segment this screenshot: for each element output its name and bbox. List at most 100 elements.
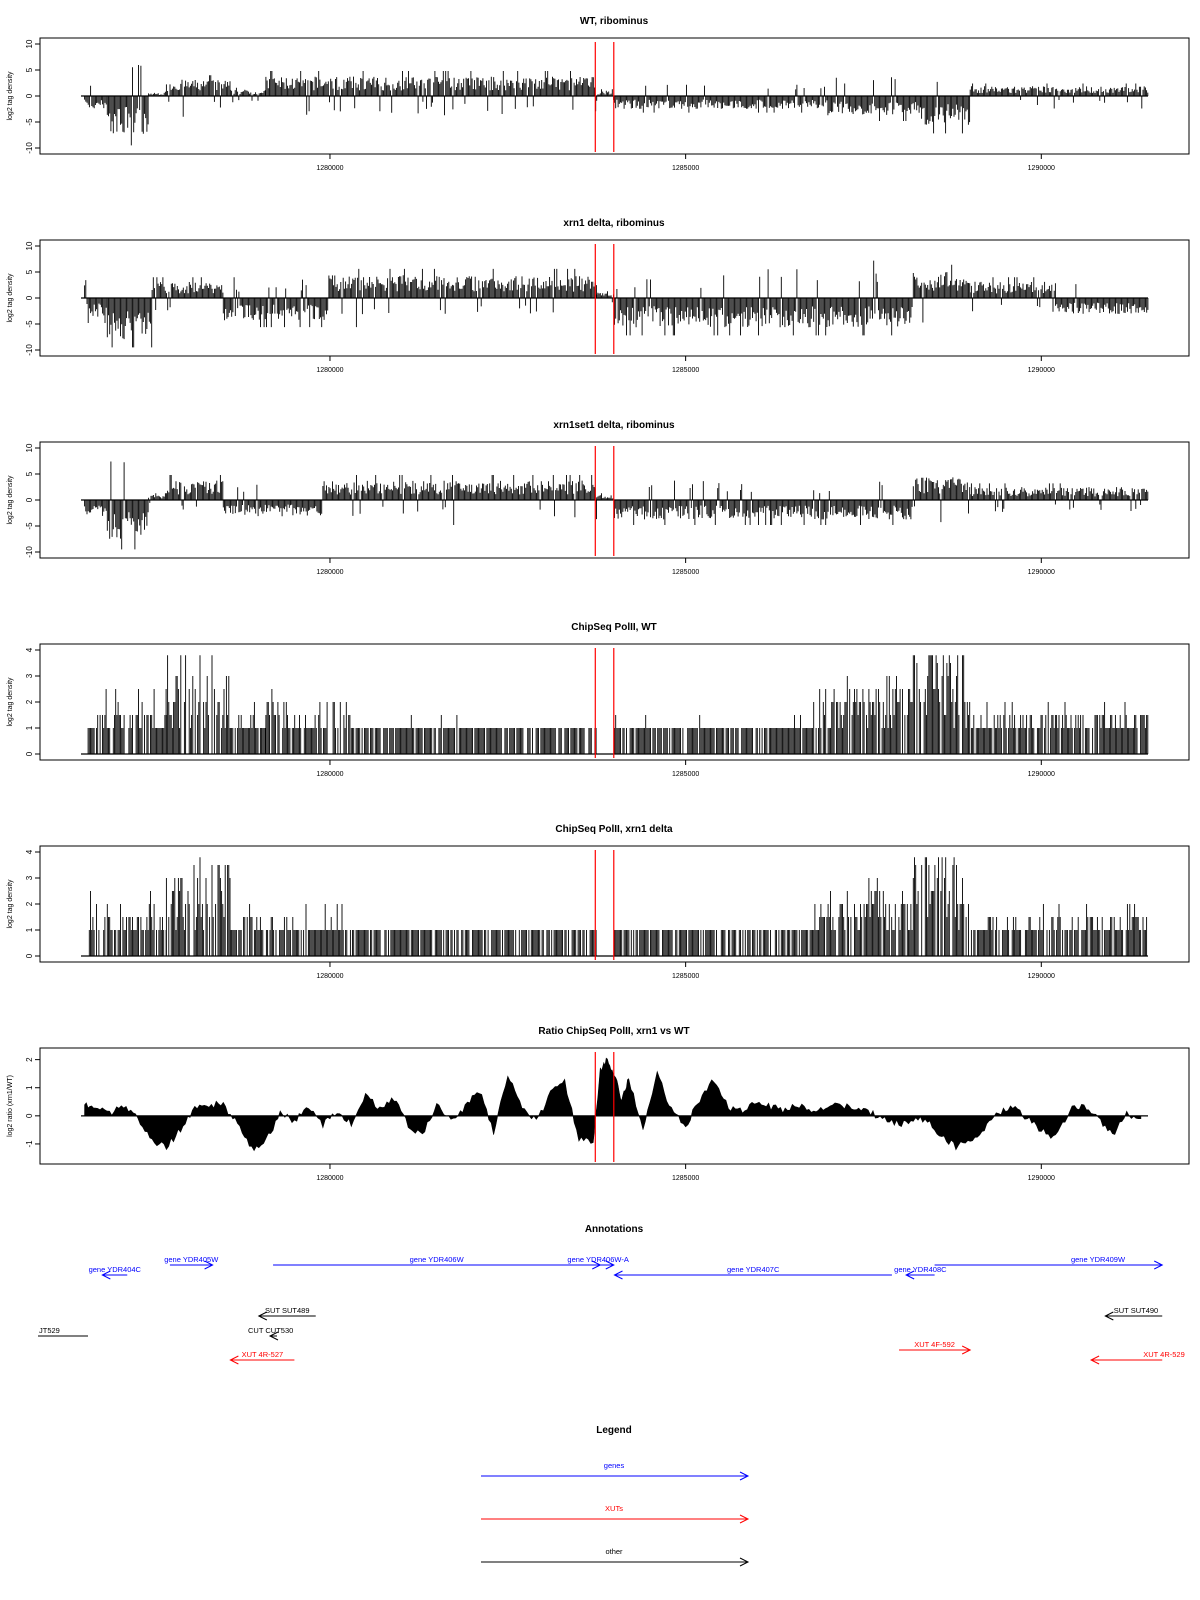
signal-segment [813, 676, 913, 754]
y-tick-label: 3 [25, 875, 34, 880]
signal-segment [84, 280, 107, 323]
signal-segment [969, 277, 1056, 312]
signal-bars [151, 277, 224, 311]
signal-bars [87, 689, 167, 754]
y-tick-label: 5 [25, 269, 34, 274]
signal-segment [165, 655, 231, 754]
signal-bars [106, 298, 153, 348]
signal-bars [84, 85, 107, 109]
y-tick-label: 2 [25, 699, 34, 704]
signal-bars [596, 291, 614, 303]
signal-bars [222, 275, 330, 328]
signal-bars [165, 857, 231, 956]
signal-segment [969, 83, 1149, 109]
signal-segment [970, 904, 1148, 956]
signal-segment [106, 298, 153, 348]
y-tick-label: 3 [25, 673, 34, 678]
signal-segment [614, 715, 813, 754]
y-tick-label: 5 [25, 67, 34, 72]
signal-segment [919, 81, 971, 134]
signal-bars [229, 702, 266, 754]
signal-segment [151, 277, 224, 311]
y-axis-label: log2 tag density [7, 677, 14, 727]
y-tick-label: -10 [25, 546, 34, 558]
plot-frame [39, 1047, 1190, 1165]
signal-segment [813, 878, 913, 956]
y-tick-label: -5 [25, 118, 34, 126]
chart-title: ChipSeq PolII, xrn1 delta [555, 824, 673, 835]
y-tick-label: 0 [25, 953, 34, 958]
signal-bars [84, 280, 107, 323]
signal-bars [614, 260, 913, 336]
signal-segment [329, 268, 597, 328]
signal-segment [912, 857, 969, 956]
signal-bars [322, 475, 597, 525]
signal-bars [813, 676, 913, 754]
x-tick-label: 1280000 [316, 165, 343, 172]
signal-segment [88, 891, 167, 956]
signal-bars [265, 71, 387, 115]
x-tick-label: 1290000 [1028, 1175, 1055, 1182]
y-axis-label: log2 ratio (xrn1/WT) [7, 1075, 14, 1137]
signal-bars [1055, 284, 1149, 314]
legend-title: Legend [596, 1425, 632, 1436]
signal-segment [614, 480, 913, 525]
annotation-feature: gene YDR405W [164, 1255, 219, 1270]
feature-label: XUT 4R-527 [242, 1350, 284, 1359]
ratio-area-series [84, 1057, 1142, 1152]
signal-bars [813, 878, 913, 956]
annotations-track: Annotations gene YDR404C gene YDR405W gene … [38, 1224, 1185, 1365]
signal-segment [229, 702, 266, 754]
signal-segment [386, 71, 597, 116]
arrow-left-icon [613, 1270, 623, 1280]
annotation-feature: gene YDR406W-A [567, 1255, 629, 1270]
signal-segment [165, 475, 224, 510]
feature-label: gene YDR408C [894, 1265, 947, 1274]
signal-segment [614, 930, 813, 956]
annotation-feature: XUT 4R-527 [229, 1350, 295, 1365]
x-tick-label: 1280000 [316, 1175, 343, 1182]
signal-bars [88, 891, 167, 956]
x-tick-label: 1285000 [672, 367, 699, 374]
signal-bars [970, 904, 1148, 956]
feature-label: XUT 4F-592 [914, 1340, 955, 1349]
chart-title: ChipSeq PolII, WT [571, 622, 657, 633]
signal-bars [912, 264, 971, 323]
x-tick-label: 1290000 [1028, 367, 1055, 374]
signal-bars [165, 75, 231, 117]
arrow-left-icon [1089, 1355, 1100, 1365]
signal-segment [350, 715, 597, 754]
x-tick-label: 1285000 [672, 973, 699, 980]
signal-segment [148, 91, 166, 96]
signal-bars [827, 77, 921, 121]
y-tick-label: 1 [25, 1085, 34, 1090]
x-tick-label: 1280000 [316, 771, 343, 778]
annotations-title: Annotations [585, 1224, 644, 1235]
signal-segment [596, 493, 614, 500]
x-tick-label: 1280000 [316, 973, 343, 980]
feature-label: gene YDR409W [1071, 1255, 1126, 1264]
signal-segment [970, 702, 1149, 754]
signal-bars [106, 65, 149, 146]
y-tick-label: 2 [25, 901, 34, 906]
signal-segment [912, 655, 971, 754]
annotation-feature: CUT CUT530 [248, 1326, 293, 1341]
chart-panel-4: ChipSeq PolII, WT log2 tag density 0 1 2 3 4 12… [7, 622, 1190, 778]
arrow-left-icon [268, 1331, 279, 1341]
chart-panel-1: WT, ribominus log2 tag density 10 5 0 -5 -10 12… [7, 16, 1190, 172]
signal-segment [106, 461, 149, 550]
signal-segment [222, 275, 330, 328]
y-tick-label: 1 [25, 725, 34, 730]
signal-bars [148, 493, 166, 503]
feature-label: gene YDR404C [89, 1265, 142, 1274]
y-tick-label: 2 [25, 1057, 34, 1062]
feature-label: XUT 4R-529 [1143, 1350, 1185, 1359]
feature-label: SUT SUT489 [265, 1306, 309, 1315]
chart-panel-3: xrn1set1 delta, ribominus log2 tag densit… [7, 420, 1190, 576]
chart-panel-6: Ratio ChipSeq PolII, xrn1 vs WT log2 rati… [7, 1026, 1190, 1182]
signal-segment [229, 904, 351, 956]
x-tick-label: 1285000 [672, 165, 699, 172]
signal-bars [969, 277, 1056, 312]
x-tick-label: 1290000 [1028, 165, 1055, 172]
